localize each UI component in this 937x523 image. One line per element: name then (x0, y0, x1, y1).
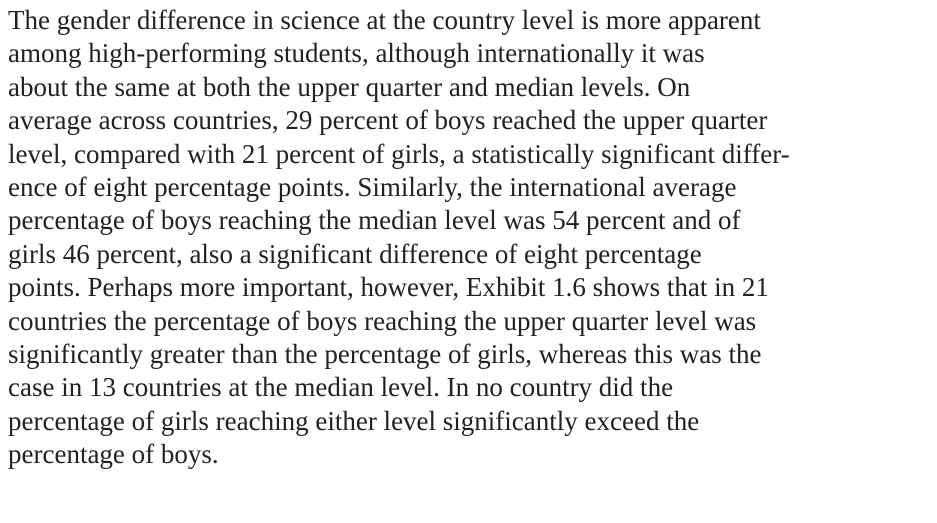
text-line: level, compared with 21 percent of girls… (8, 138, 790, 169)
text-line: countries the percentage of boys reachin… (8, 305, 757, 336)
text-line: among high-performing students, although… (8, 38, 705, 69)
text-line: significantly greater than the percentag… (8, 339, 762, 370)
text-line: about the same at both the upper quarter… (8, 71, 691, 102)
text-line: points. Perhaps more important, however,… (8, 272, 769, 303)
text-line: percentage of boys. (8, 439, 219, 470)
text-line: average across countries, 29 percent of … (8, 105, 768, 136)
text-line: The gender difference in science at the … (8, 5, 761, 35)
text-line: percentage of girls reaching either leve… (8, 405, 700, 436)
text-line: case in 13 countries at the median level… (8, 372, 674, 403)
text-line: ence of eight percentage points. Similar… (8, 172, 737, 203)
text-line: girls 46 percent, also a significant dif… (8, 238, 702, 269)
text-line: percentage of boys reaching the median l… (8, 205, 741, 236)
